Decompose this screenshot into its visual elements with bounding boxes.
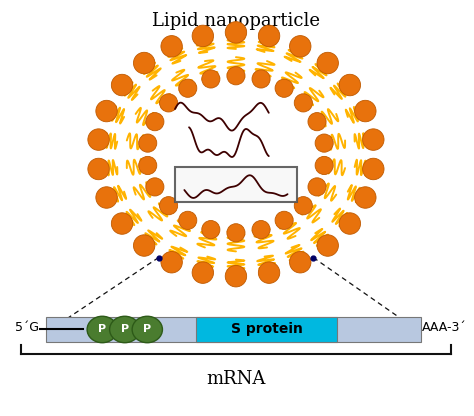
Bar: [46, 317, 421, 342]
Bar: [196, 317, 337, 342]
Ellipse shape: [160, 197, 178, 215]
Ellipse shape: [339, 74, 361, 96]
Ellipse shape: [139, 134, 157, 152]
Text: P: P: [121, 324, 129, 334]
Ellipse shape: [139, 156, 157, 175]
Ellipse shape: [225, 22, 246, 43]
Ellipse shape: [161, 252, 182, 273]
Ellipse shape: [317, 235, 338, 256]
Ellipse shape: [202, 220, 220, 239]
Ellipse shape: [96, 100, 117, 122]
Ellipse shape: [275, 211, 293, 229]
Ellipse shape: [192, 262, 213, 283]
Ellipse shape: [179, 211, 197, 229]
Ellipse shape: [315, 156, 333, 175]
Ellipse shape: [146, 113, 164, 131]
Ellipse shape: [227, 67, 245, 85]
Ellipse shape: [132, 316, 163, 343]
Text: S protein: S protein: [230, 322, 302, 337]
Ellipse shape: [308, 178, 326, 196]
Ellipse shape: [160, 94, 178, 112]
Ellipse shape: [290, 36, 311, 57]
Ellipse shape: [109, 316, 140, 343]
Ellipse shape: [87, 316, 118, 343]
Ellipse shape: [355, 100, 376, 122]
Ellipse shape: [146, 178, 164, 196]
Ellipse shape: [294, 197, 312, 215]
Ellipse shape: [111, 213, 133, 234]
Text: AAA-3´: AAA-3´: [422, 321, 467, 334]
Circle shape: [159, 87, 312, 222]
Ellipse shape: [275, 79, 293, 97]
Ellipse shape: [258, 262, 280, 283]
Ellipse shape: [202, 70, 220, 88]
Ellipse shape: [225, 265, 246, 287]
Ellipse shape: [355, 187, 376, 208]
Ellipse shape: [252, 220, 270, 239]
Ellipse shape: [308, 113, 326, 131]
Text: P: P: [98, 324, 106, 334]
Ellipse shape: [161, 36, 182, 57]
Circle shape: [162, 89, 310, 220]
Ellipse shape: [192, 25, 213, 47]
Text: P: P: [143, 324, 151, 334]
Ellipse shape: [252, 70, 270, 88]
Ellipse shape: [363, 158, 384, 180]
Text: mRNA: mRNA: [206, 369, 265, 388]
Ellipse shape: [88, 158, 109, 180]
Text: 5´G: 5´G: [15, 321, 39, 334]
Ellipse shape: [134, 52, 155, 74]
Ellipse shape: [258, 25, 280, 47]
Ellipse shape: [96, 187, 117, 208]
Ellipse shape: [315, 134, 333, 152]
Bar: [175, 167, 297, 202]
Ellipse shape: [294, 94, 312, 112]
Ellipse shape: [363, 129, 384, 150]
Ellipse shape: [111, 74, 133, 96]
Text: Lipid nanoparticle: Lipid nanoparticle: [152, 12, 320, 30]
Ellipse shape: [339, 213, 361, 234]
Ellipse shape: [179, 79, 197, 97]
Ellipse shape: [134, 235, 155, 256]
Ellipse shape: [317, 52, 338, 74]
Ellipse shape: [290, 252, 311, 273]
Circle shape: [121, 53, 351, 255]
Ellipse shape: [88, 129, 109, 150]
Ellipse shape: [227, 224, 245, 242]
